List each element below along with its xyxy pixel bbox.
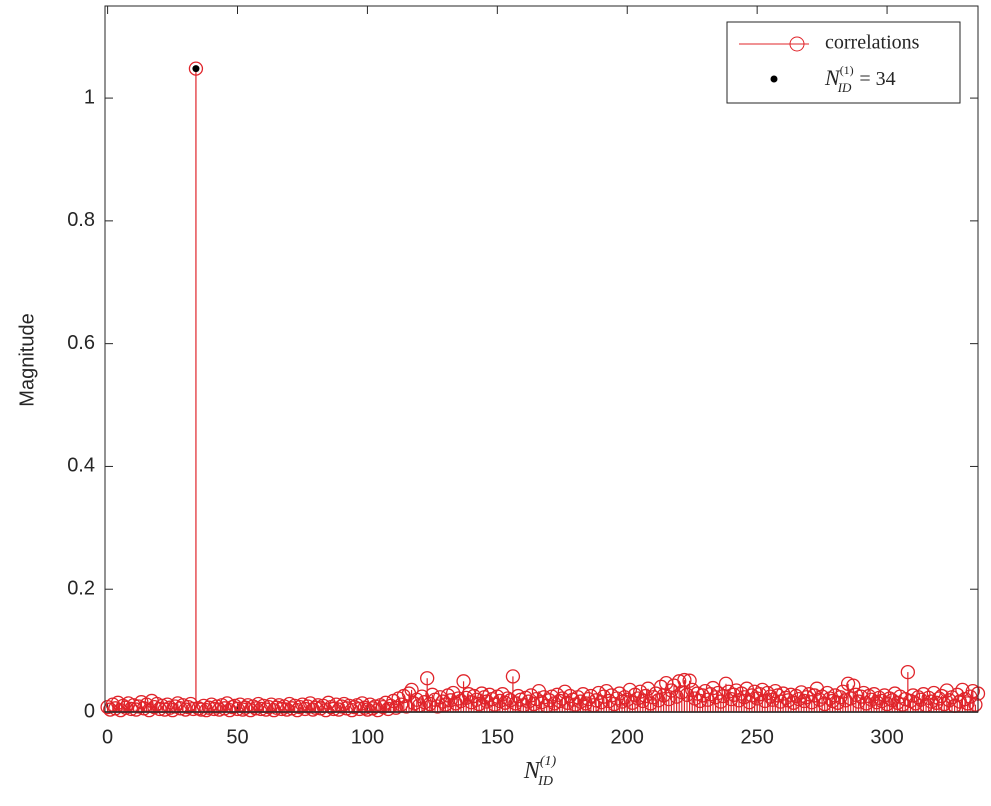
stem-marker (555, 691, 570, 706)
highlight-point (192, 65, 200, 73)
stem-marker (783, 687, 799, 702)
stem-marker (209, 699, 224, 714)
stem-marker (682, 673, 697, 688)
x-tick-label: 100 (351, 726, 384, 748)
stem-marker (942, 693, 957, 708)
stem-marker (258, 702, 274, 717)
stem-marker (274, 701, 289, 717)
stem-marker (575, 687, 591, 702)
stem-marker (297, 701, 313, 717)
stem-marker (633, 684, 648, 699)
stem-marker (882, 691, 897, 706)
stem-marker (900, 664, 915, 680)
x-tick-label: 50 (226, 726, 248, 748)
stem-marker (433, 690, 448, 705)
stem-marker (757, 693, 773, 709)
stem-marker (188, 61, 204, 76)
stem-marker (290, 703, 305, 718)
legend-marker (789, 36, 805, 52)
stem-marker (794, 685, 809, 700)
stem-marker (578, 696, 593, 711)
x-tick-label: 300 (870, 726, 903, 748)
stem-marker (705, 680, 721, 696)
stem-marker (456, 674, 471, 689)
legend-label: N(1) ID = 34 (824, 63, 896, 95)
stem-marker (505, 669, 521, 684)
stem-marker (661, 691, 676, 707)
stem-marker (960, 696, 975, 711)
stem-marker (669, 689, 684, 704)
stem-marker (726, 687, 741, 702)
x-tick-label: 150 (481, 726, 514, 748)
stem-marker (679, 687, 695, 702)
stem-marker (206, 701, 222, 717)
legend-name-base: N (824, 65, 841, 90)
x-tick-label: 250 (740, 726, 773, 748)
x-tick-label: 200 (611, 726, 644, 748)
x-tick-label: 0 (102, 726, 113, 748)
stem-marker (718, 676, 734, 691)
stem-marker (446, 685, 461, 701)
plot-area (105, 6, 978, 712)
stem-marker (308, 700, 323, 715)
axes-box (104, 5, 979, 713)
y-tick-label: 1 (84, 86, 95, 108)
y-axis-label: Magnitude (16, 313, 38, 406)
stem-marker (809, 681, 825, 696)
stem-marker (968, 697, 983, 712)
stem-marker (160, 697, 175, 712)
stem-marker (672, 674, 687, 689)
y-tick-label: 0.6 (67, 332, 95, 354)
stem-marker (466, 688, 482, 704)
stem-marker (708, 690, 723, 705)
stem-marker (677, 672, 692, 688)
legend-marker (770, 75, 778, 83)
y-tick-label: 0.8 (67, 209, 95, 231)
legend-name-rest: = 34 (859, 68, 895, 90)
stem-marker (846, 678, 861, 693)
x-label-sup: (1) (540, 754, 557, 769)
stem-marker (420, 671, 435, 686)
stem-marker (438, 697, 453, 712)
legend-name-sup: (1) (840, 63, 854, 77)
stem-marker (269, 700, 284, 715)
stem-marker (430, 699, 445, 714)
legend-name-sub: ID (837, 80, 852, 95)
x-axis-label: N(1) ID (523, 754, 557, 789)
stem-marker (459, 690, 474, 706)
x-label-base: N (523, 758, 542, 784)
stem-marker (651, 693, 666, 708)
legend-label: correlations (825, 32, 920, 54)
legend-box (726, 21, 961, 104)
y-tick-label: 0 (84, 700, 95, 722)
stem-marker (638, 688, 653, 704)
y-tick-label: 0.2 (67, 577, 95, 599)
x-label-sub: ID (537, 774, 553, 789)
stem-marker (625, 695, 640, 710)
stem-marker (451, 691, 466, 706)
y-tick-label: 0.4 (67, 455, 95, 477)
stem-marker (934, 688, 949, 704)
stem-marker (381, 701, 396, 717)
stem-marker (557, 684, 573, 699)
